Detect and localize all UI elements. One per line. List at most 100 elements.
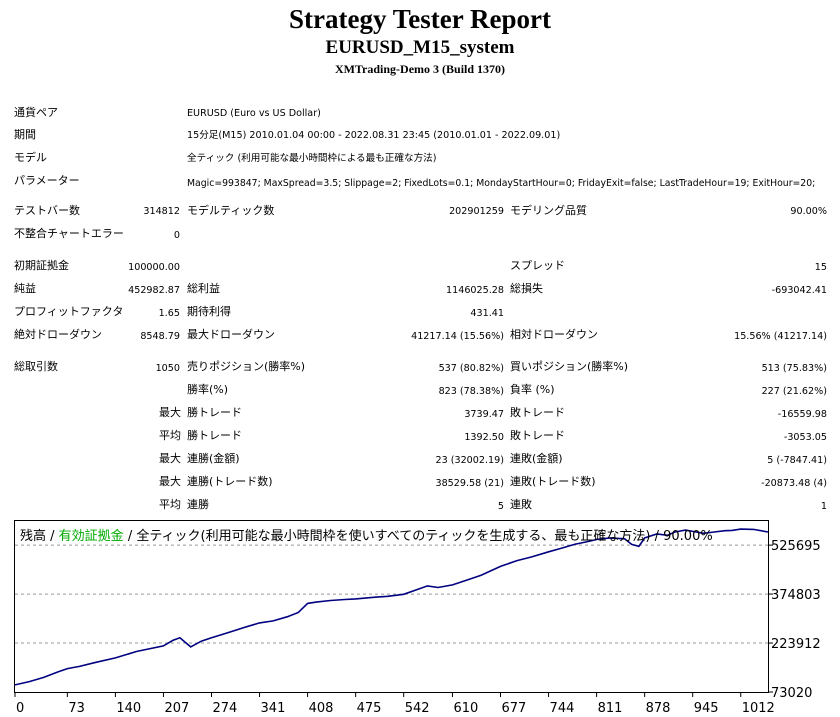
max-consec-profit-label: 連勝(トレード数) bbox=[187, 475, 273, 488]
net-profit-value: 452982.87 bbox=[128, 285, 180, 296]
expected-payoff-value: 431.41 bbox=[470, 308, 504, 319]
win-rate-value: 823 (78.38%) bbox=[438, 386, 504, 397]
rel-drawdown-value: 15.56% (41217.14) bbox=[734, 331, 827, 342]
abs-drawdown-label: 絶対ドローダウン bbox=[14, 328, 102, 341]
max-consec-loss-label: 連敗(トレード数) bbox=[510, 475, 596, 488]
params-label: パラメーター bbox=[14, 174, 80, 187]
avg-consec-losses-value: 1 bbox=[820, 501, 827, 512]
avg-consec-wins-label: 連勝 bbox=[187, 498, 209, 511]
ticks-label: モデルティック数 bbox=[187, 204, 275, 217]
largest-loss-label: 敗トレード bbox=[510, 406, 565, 419]
long-positions-value: 513 (75.83%) bbox=[761, 363, 827, 374]
profit-factor-value: 1.65 bbox=[158, 308, 180, 319]
ticks-value: 202901259 bbox=[449, 206, 504, 217]
win-rate-label: 勝率(%) bbox=[187, 383, 229, 396]
short-positions-label: 売りポジション(勝率%) bbox=[187, 360, 306, 373]
model-value: 全ティック (利用可能な最小時間枠による最も正確な方法) bbox=[187, 153, 437, 164]
max-consec-loss-value: -20873.48 (4) bbox=[761, 478, 827, 489]
largest-win-value: 3739.47 bbox=[464, 409, 504, 420]
total-trades-label: 総取引数 bbox=[14, 360, 58, 373]
balance-line bbox=[14, 528, 769, 686]
x-tick-label: 408 bbox=[309, 701, 334, 716]
params-value: Magic=993847; MaxSpread=3.5; Slippage=2;… bbox=[187, 178, 816, 189]
quality-label: モデリング品質 bbox=[510, 204, 587, 217]
gross-profit-label: 総利益 bbox=[187, 282, 220, 295]
largest-win-label: 勝トレード bbox=[187, 406, 242, 419]
x-tick-label: 1012 bbox=[742, 701, 775, 716]
x-tick-label: 542 bbox=[405, 701, 430, 716]
spread-value: 15 bbox=[814, 262, 827, 273]
gross-loss-value: -693042.41 bbox=[771, 285, 827, 296]
x-axis-ticks: 0 73 140 207 274 341 408 475 542 610 677 744 811 878 9… bbox=[14, 692, 775, 716]
deposit-label: 初期証拠金 bbox=[14, 259, 69, 272]
abs-drawdown-value: 8548.79 bbox=[140, 331, 180, 342]
spread-label: スプレッド bbox=[510, 259, 565, 272]
quality-value: 90.00% bbox=[790, 206, 827, 217]
loss-rate-label: 負率 (%) bbox=[510, 383, 555, 396]
gross-loss-label: 総損失 bbox=[510, 282, 543, 295]
avg-win-label: 勝トレード bbox=[187, 429, 242, 442]
x-tick-label: 475 bbox=[357, 701, 382, 716]
avg-label-2: 平均 bbox=[159, 498, 181, 511]
y-tick-label: 223912 bbox=[771, 637, 821, 652]
y-axis-ticks: 73020 223912 374803 525695 bbox=[768, 539, 821, 701]
short-positions-value: 537 (80.82%) bbox=[438, 363, 504, 374]
bars-label: テストバー数 bbox=[14, 204, 80, 217]
avg-consec-wins-value: 5 bbox=[497, 501, 504, 512]
report-title: Strategy Tester Report bbox=[289, 4, 551, 34]
x-tick-label: 274 bbox=[212, 701, 237, 716]
x-tick-label: 610 bbox=[453, 701, 478, 716]
x-tick-label: 341 bbox=[261, 701, 286, 716]
gross-profit-value: 1146025.28 bbox=[446, 285, 504, 296]
x-tick-label: 677 bbox=[502, 701, 527, 716]
mismatch-label: 不整合チャートエラー bbox=[14, 227, 124, 240]
x-tick-label: 744 bbox=[550, 701, 575, 716]
x-tick-label: 878 bbox=[646, 701, 671, 716]
y-tick-label: 525695 bbox=[771, 539, 821, 554]
rel-drawdown-label: 相対ドローダウン bbox=[510, 328, 598, 341]
balance-chart: 73020 223912 374803 525695 0 73 140 207 274 341 4… bbox=[14, 520, 821, 716]
profit-factor-label: プロフィットファクタ bbox=[14, 305, 124, 318]
largest-loss-value: -16559.98 bbox=[777, 409, 827, 420]
legend-entry: / bbox=[46, 529, 59, 544]
y-tick-label: 374803 bbox=[771, 588, 821, 603]
legend-entry: 有効証拠金 bbox=[59, 528, 124, 544]
period-value: 15分足(M15) 2010.01.04 00:00 - 2022.08.31 … bbox=[187, 130, 561, 141]
avg-label: 平均 bbox=[159, 429, 181, 442]
max-consec-profit-value: 38529.58 (21) bbox=[435, 478, 504, 489]
long-positions-label: 買いポジション(勝率%) bbox=[510, 360, 629, 373]
x-tick-label: 811 bbox=[598, 701, 623, 716]
deposit-value: 100000.00 bbox=[128, 262, 180, 273]
x-tick-label: 140 bbox=[116, 701, 141, 716]
legend-entry: / 全ティック(利用可能な最小時間枠を使いすべてのティックを生成する、最も正確な… bbox=[124, 528, 713, 544]
total-trades-value: 1050 bbox=[155, 363, 180, 374]
loss-rate-value: 227 (21.62%) bbox=[761, 386, 827, 397]
avg-consec-losses-label: 連敗 bbox=[510, 498, 532, 511]
max-consec-losses-label: 連敗(金額) bbox=[510, 452, 563, 465]
plot-frame bbox=[14, 520, 769, 693]
model-label: モデル bbox=[14, 151, 47, 164]
symbol-value: EURUSD (Euro vs US Dollar) bbox=[187, 108, 321, 119]
max-consec-losses-value: 5 (-7847.41) bbox=[767, 455, 827, 466]
x-tick-label: 207 bbox=[164, 701, 189, 716]
x-tick-label: 945 bbox=[694, 701, 719, 716]
max-consec-wins-label: 連勝(金額) bbox=[187, 452, 240, 465]
avg-loss-label: 敗トレード bbox=[510, 429, 565, 442]
x-tick-label: 73 bbox=[68, 701, 85, 716]
bars-value: 314812 bbox=[143, 206, 180, 217]
legend-entry: 残高 bbox=[20, 528, 46, 544]
max-label-3: 最大 bbox=[159, 475, 181, 488]
max-drawdown-label: 最大ドローダウン bbox=[187, 328, 275, 341]
y-tick-label: 73020 bbox=[771, 686, 812, 701]
symbol-label: 通貨ペア bbox=[14, 106, 58, 119]
expected-payoff-label: 期待利得 bbox=[187, 305, 231, 318]
max-label-2: 最大 bbox=[159, 452, 181, 465]
max-label: 最大 bbox=[159, 406, 181, 419]
chart-legend: 残高 / 有効証拠金 / 全ティック(利用可能な最小時間枠を使いすべてのティック… bbox=[20, 528, 713, 544]
period-label: 期間 bbox=[14, 128, 36, 141]
report-subtitle: EURUSD_M15_system bbox=[325, 37, 515, 58]
mismatch-value: 0 bbox=[173, 230, 180, 241]
avg-loss-value: -3053.05 bbox=[783, 432, 827, 443]
x-tick-label: 0 bbox=[16, 701, 24, 716]
max-drawdown-value: 41217.14 (15.56%) bbox=[411, 331, 504, 342]
